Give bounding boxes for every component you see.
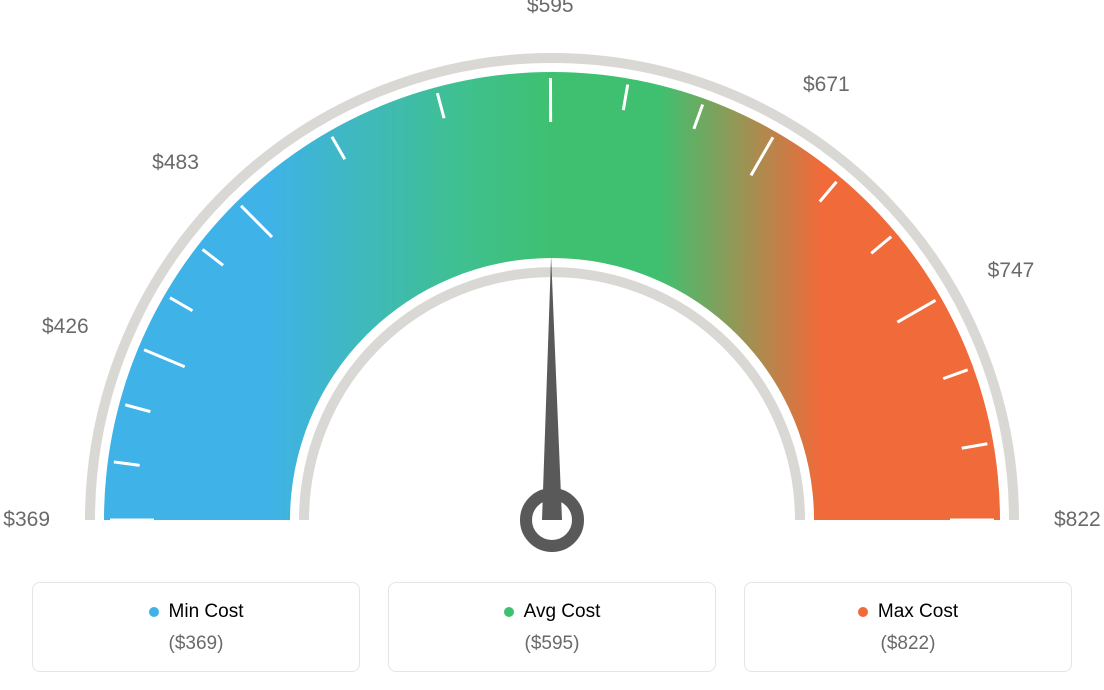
gauge-chart: $369 $426 $483 $595 $671 $747 $822 (0, 0, 1104, 560)
dot-icon (858, 607, 868, 617)
legend-card-avg: Avg Cost ($595) (388, 582, 716, 672)
gauge-tick-label: $747 (988, 259, 1035, 283)
gauge-tick-label: $369 (3, 508, 50, 532)
legend-card-max: Max Cost ($822) (744, 582, 1072, 672)
gauge-tick-label: $595 (527, 0, 574, 18)
legend-title-min: Min Cost (149, 601, 244, 623)
gauge-tick-label: $483 (152, 151, 199, 175)
gauge-tick-label: $426 (42, 315, 89, 339)
legend-value-avg: ($595) (399, 633, 705, 655)
gauge-tick-label: $671 (803, 73, 850, 97)
dot-icon (504, 607, 514, 617)
legend-value-min: ($369) (43, 633, 349, 655)
legend-title-max: Max Cost (858, 601, 958, 623)
legend-title-label: Max Cost (878, 601, 958, 623)
gauge-tick-label: $822 (1054, 508, 1101, 532)
legend-title-label: Min Cost (169, 601, 244, 623)
legend-title-label: Avg Cost (524, 601, 601, 623)
legend-row: Min Cost ($369) Avg Cost ($595) Max Cost… (32, 582, 1072, 672)
dot-icon (149, 607, 159, 617)
legend-title-avg: Avg Cost (504, 601, 601, 623)
gauge-svg (0, 0, 1104, 560)
legend-value-max: ($822) (755, 633, 1061, 655)
legend-card-min: Min Cost ($369) (32, 582, 360, 672)
